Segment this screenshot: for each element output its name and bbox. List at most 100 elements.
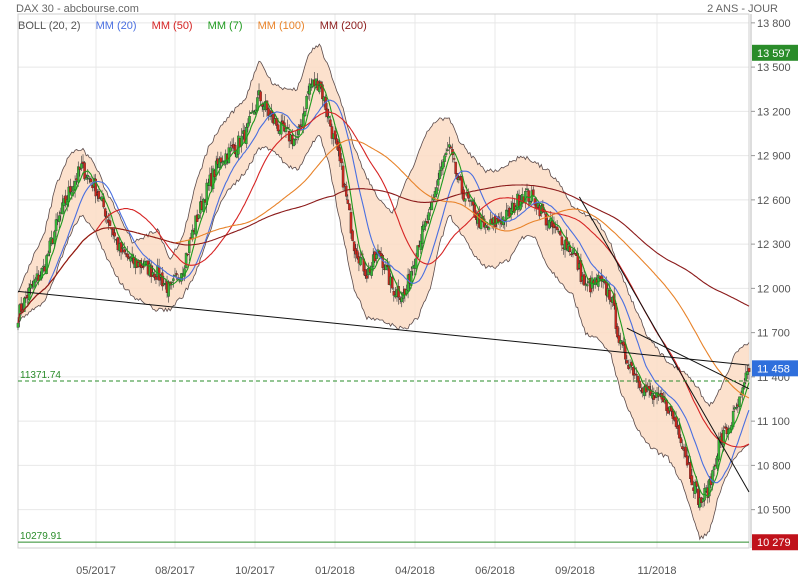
candle-body: [356, 250, 359, 259]
candle-body: [425, 221, 429, 224]
candle-body: [281, 120, 285, 124]
candle-body: [218, 158, 221, 168]
candle-body: [126, 253, 129, 258]
candle-body: [662, 395, 665, 403]
candle-body: [89, 178, 93, 183]
candle-body: [584, 283, 587, 285]
candle-body: [359, 257, 362, 266]
candle-body: [684, 446, 687, 457]
candle-body: [265, 100, 269, 110]
candle-body: [246, 122, 250, 128]
candle-body: [544, 213, 548, 226]
candle-body: [486, 226, 489, 228]
candle-body: [454, 161, 457, 174]
candle-body: [635, 374, 638, 376]
chart-period: 2 ANS - JOUR: [707, 3, 778, 15]
candle-body: [525, 188, 529, 190]
candle-body: [582, 274, 586, 286]
candle-body: [233, 145, 237, 155]
candle-body: [329, 119, 332, 127]
candle-body: [747, 367, 751, 372]
candle-body: [122, 249, 126, 253]
candle-body: [251, 110, 254, 112]
candle-body: [571, 249, 575, 254]
candle-body: [18, 304, 21, 321]
candle-body: [467, 192, 470, 199]
candle-body: [600, 275, 603, 282]
chart-legend: BOLL (20, 2) MM (20) MM (50) MM (7) MM (…: [18, 20, 379, 32]
candle-body: [341, 165, 345, 188]
candle-body: [435, 187, 438, 195]
candle-body: [303, 111, 307, 117]
trend-lines: [17, 196, 750, 493]
candle-body: [624, 344, 627, 360]
candle-body: [674, 416, 678, 427]
candle-body: [619, 340, 622, 344]
candle-body: [348, 203, 351, 211]
candle-body: [722, 429, 725, 445]
candle-body: [631, 367, 635, 376]
bollinger-lower-line: [17, 134, 750, 541]
trend-line: [17, 290, 750, 366]
candle-body: [679, 437, 683, 444]
candle-body: [149, 265, 153, 277]
candle-body: [625, 360, 629, 364]
candle-body: [677, 424, 681, 439]
candle-body: [744, 372, 748, 381]
candle-body: [19, 303, 23, 312]
trend-line: [578, 196, 750, 493]
candle-body: [259, 91, 262, 102]
candle-body: [444, 152, 448, 155]
price-tick-label: 13 500: [757, 62, 791, 74]
candle-body: [94, 178, 97, 197]
candle-body: [111, 229, 115, 236]
price-tick-label: 11 700: [757, 328, 790, 340]
candle-body: [365, 275, 369, 279]
candle-body: [349, 212, 353, 234]
candle-body: [42, 265, 45, 268]
candle-body: [161, 272, 164, 287]
legend-mm50: MM (50): [151, 20, 193, 32]
candle-body: [738, 396, 741, 408]
candle-body: [227, 147, 231, 164]
candle-body: [211, 168, 215, 190]
candle-body: [352, 241, 356, 252]
candle-body: [479, 216, 483, 229]
candle-body: [570, 253, 573, 256]
candle-body: [253, 111, 256, 115]
price-tick-label: 12 600: [757, 195, 791, 207]
candle-body: [560, 236, 564, 246]
candle-body: [608, 290, 611, 300]
candle-body: [45, 255, 48, 275]
ma-20-line: [17, 99, 750, 484]
bollinger-band-fill: [18, 44, 749, 540]
candle-body: [340, 158, 343, 164]
price-badge-label: 10 279: [757, 537, 791, 549]
candle-body: [685, 455, 689, 466]
candle-body: [443, 155, 446, 162]
candle-body: [436, 179, 440, 186]
price-badge-low: [752, 534, 798, 551]
candle-body: [636, 375, 640, 383]
candle-body: [681, 446, 684, 450]
candle-body: [57, 215, 61, 223]
candle-body: [552, 223, 556, 229]
candle-body: [549, 218, 553, 223]
candle-body: [427, 212, 430, 221]
date-tick-label: 10/2017: [235, 565, 275, 577]
legend-mm7: MM (7): [207, 20, 243, 32]
candle-body: [414, 258, 418, 269]
date-tick-label: 06/2018: [475, 565, 515, 577]
price-tick-label: 12 900: [757, 151, 791, 163]
ma-200-line: [17, 184, 750, 324]
candle-body: [440, 166, 443, 171]
candle-body: [630, 362, 633, 366]
candle-body: [294, 138, 297, 141]
candle-body: [338, 147, 342, 162]
candle-body: [671, 411, 675, 419]
candle-body: [73, 180, 77, 190]
candle-body: [184, 253, 188, 268]
date-tick-label: 04/2018: [395, 565, 435, 577]
candle-body: [617, 335, 621, 343]
candle-body: [689, 462, 692, 479]
